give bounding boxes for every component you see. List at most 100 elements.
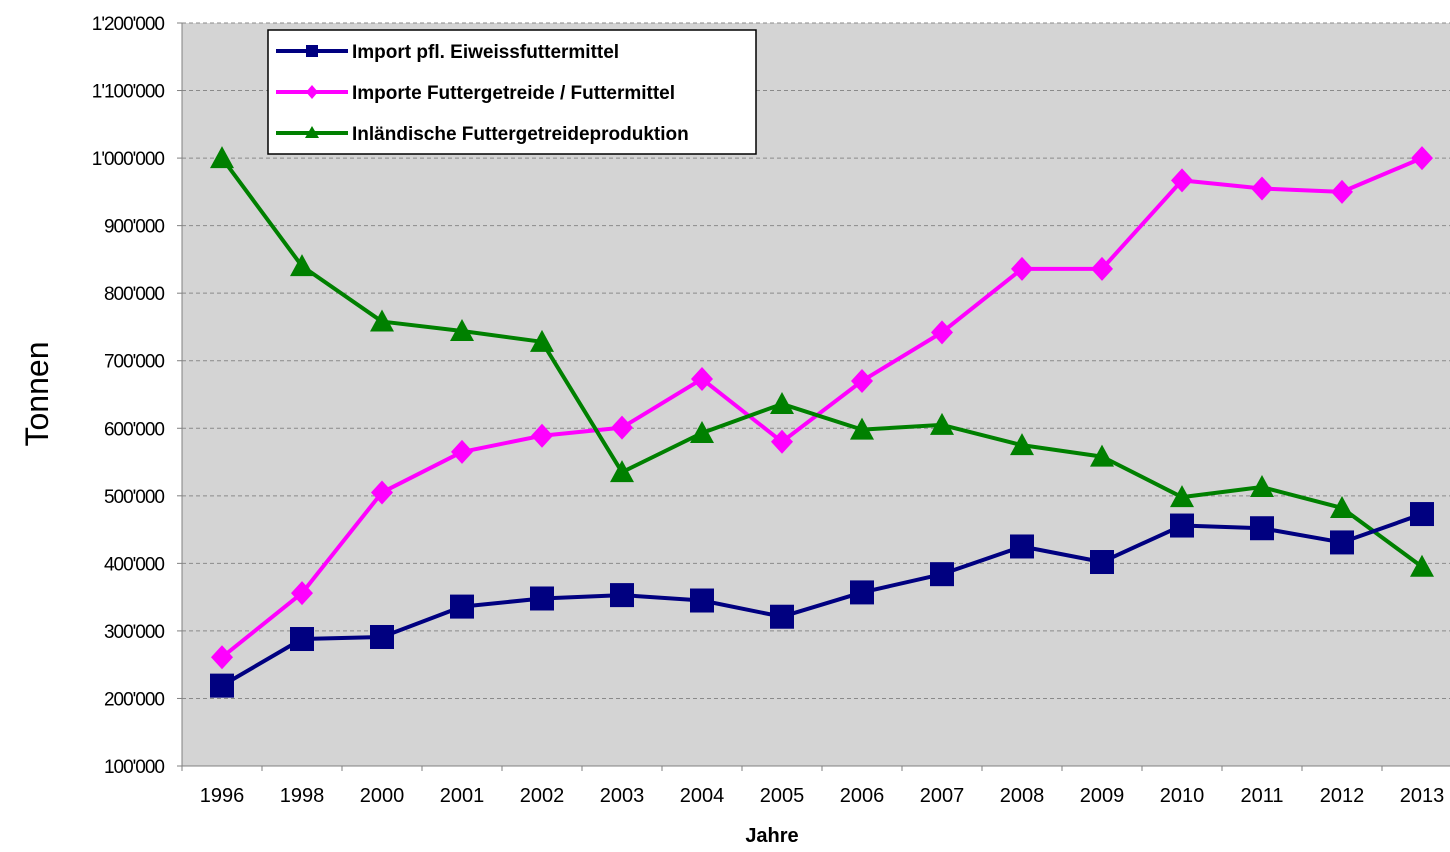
- data-point-square: [1010, 534, 1034, 559]
- y-tick-label: 700'000: [104, 352, 164, 373]
- y-tick-label: 200'000: [104, 689, 164, 710]
- y-tick-label: 1'100'000: [92, 82, 165, 103]
- data-point-diamond: [291, 581, 313, 606]
- x-tick-label: 2002: [520, 785, 565, 807]
- data-point-diamond: [611, 415, 633, 440]
- y-tick-label: 800'000: [104, 284, 164, 305]
- data-point-square: [210, 673, 234, 698]
- data-point-square: [306, 45, 318, 57]
- x-tick-label: 2001: [440, 785, 485, 807]
- x-tick-label: 2006: [840, 785, 885, 807]
- x-tick-label: 2011: [1240, 785, 1283, 807]
- data-point-diamond: [771, 429, 793, 454]
- data-point-triangle: [610, 460, 634, 483]
- y-tick-label: 1'000'000: [92, 149, 165, 170]
- data-point-diamond: [691, 366, 713, 391]
- x-tick-label: 1996: [200, 785, 245, 807]
- legend-item: Inländische Futtergetreideproduktion: [276, 124, 689, 145]
- data-point-triangle: [850, 417, 874, 440]
- data-point-square: [850, 580, 874, 605]
- x-tick-label: 2013: [1400, 785, 1445, 807]
- data-point-square: [370, 624, 394, 649]
- data-point-triangle: [1090, 444, 1114, 467]
- y-tick-labels: 100'000 200'000 300'000 400'000 500'000 600'0…: [92, 14, 182, 778]
- data-point-square: [1250, 516, 1274, 541]
- data-point-triangle: [690, 421, 714, 444]
- data-point-diamond: [371, 480, 393, 505]
- x-tick-label: 2008: [1000, 785, 1045, 807]
- legend-item: Import pfl. Eiweissfuttermittel: [276, 42, 619, 63]
- legend-item: Importe Futtergetreide / Futtermittel: [276, 83, 675, 104]
- series-3: [210, 146, 1434, 577]
- data-point-square: [930, 562, 954, 587]
- series-1: [210, 502, 1434, 698]
- legend-label: Inländische Futtergetreideproduktion: [352, 124, 689, 145]
- legend-label: Import pfl. Eiweissfuttermittel: [352, 42, 619, 63]
- data-point-triangle: [1250, 475, 1274, 498]
- x-tick-label: 2012: [1320, 785, 1365, 807]
- x-tick-label: 2007: [920, 785, 965, 807]
- data-point-diamond: [306, 85, 318, 99]
- data-point-triangle: [305, 126, 319, 138]
- data-point-triangle: [290, 254, 314, 277]
- x-tick-label: 2009: [1080, 785, 1125, 807]
- y-tick-label: 300'000: [104, 622, 164, 643]
- data-point-diamond: [531, 423, 553, 448]
- data-point-triangle: [450, 319, 474, 342]
- x-axis-title: Jahre: [745, 825, 798, 847]
- x-tick-label: 2010: [1160, 785, 1205, 807]
- data-point-diamond: [211, 645, 233, 670]
- data-point-triangle: [1410, 554, 1434, 577]
- y-tick-label: 400'000: [104, 554, 164, 575]
- data-point-triangle: [1330, 495, 1354, 518]
- data-point-square: [1330, 530, 1354, 555]
- y-tick-label: 600'000: [104, 419, 164, 440]
- data-point-square: [1090, 550, 1114, 575]
- data-point-diamond: [1251, 176, 1273, 201]
- data-point-triangle: [370, 309, 394, 332]
- x-tick-label: 1998: [280, 785, 325, 807]
- series-line: [220, 156, 1424, 569]
- data-point-square: [610, 583, 634, 608]
- series-line: [220, 512, 1423, 688]
- data-point-triangle: [210, 146, 234, 169]
- data-point-diamond: [931, 320, 953, 345]
- legend-box: [267, 29, 757, 155]
- y-axis-title: Tonnen: [19, 342, 55, 447]
- y-tick-label: 1'200'000: [92, 14, 165, 35]
- gridlines: [182, 22, 1450, 699]
- data-point-triangle: [1170, 485, 1194, 508]
- data-point-diamond: [851, 368, 873, 393]
- x-tick-label: 2003: [600, 785, 645, 807]
- data-point-square: [690, 588, 714, 613]
- legend-label: Importe Futtergetreide / Futtermittel: [352, 83, 675, 104]
- data-point-diamond: [451, 439, 473, 464]
- series-layer: [210, 146, 1434, 698]
- data-point-diamond: [1171, 168, 1193, 193]
- data-point-square: [770, 604, 794, 629]
- data-point-diamond: [1011, 256, 1033, 281]
- x-tick-label: 2005: [760, 785, 805, 807]
- data-point-square: [530, 586, 554, 611]
- data-point-diamond: [1411, 146, 1433, 171]
- data-point-triangle: [770, 391, 794, 414]
- data-point-diamond: [1091, 256, 1113, 281]
- y-tick-label: 900'000: [104, 217, 164, 238]
- x-tick-label: 2004: [680, 785, 725, 807]
- y-tick-label: 100'000: [104, 757, 164, 778]
- x-tick-label: 2000: [360, 785, 405, 807]
- y-tick-label: 500'000: [104, 487, 164, 508]
- data-point-square: [1170, 513, 1194, 538]
- data-point-triangle: [1010, 433, 1034, 456]
- x-tick-labels: 1996 1998 2000 2001 2002 2003 2004 2005 2006 2007…: [181, 766, 1445, 807]
- series-line: [220, 156, 1423, 659]
- data-point-square: [290, 627, 314, 652]
- series-2: [211, 146, 1433, 670]
- data-point-triangle: [530, 329, 554, 352]
- data-point-diamond: [1331, 179, 1353, 204]
- data-point-triangle: [930, 412, 954, 435]
- data-point-square: [450, 594, 474, 619]
- data-point-square: [1410, 502, 1434, 527]
